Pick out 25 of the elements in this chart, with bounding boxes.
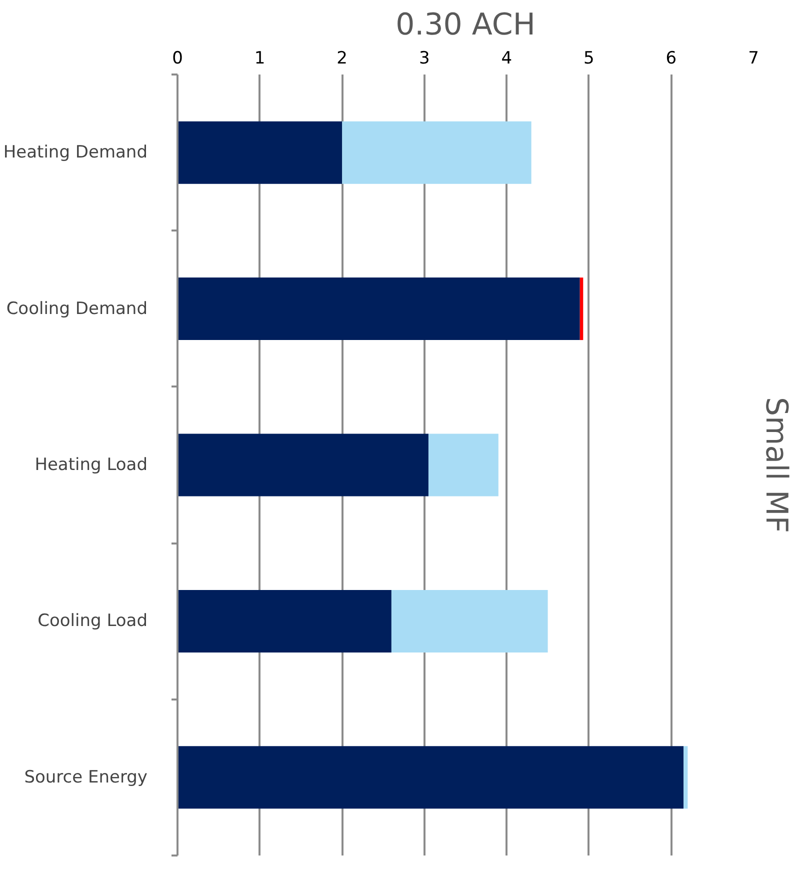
x-tick-label: 0 bbox=[172, 48, 183, 68]
bar bbox=[684, 746, 688, 809]
bar bbox=[428, 434, 498, 496]
y-tick-label: Heating Demand bbox=[3, 142, 148, 163]
bar bbox=[178, 121, 342, 184]
chart-title: 0.30 ACH bbox=[396, 8, 536, 42]
x-tick-label: 2 bbox=[336, 48, 348, 68]
y2-axis-title: Small MF bbox=[758, 397, 794, 533]
y-tick-label: Source Energy bbox=[24, 767, 148, 788]
x-tick-label: 5 bbox=[584, 48, 594, 68]
bar bbox=[178, 434, 428, 496]
x-tick-label: 7 bbox=[748, 48, 759, 68]
y-tick-label: Cooling Load bbox=[38, 611, 148, 632]
bar bbox=[178, 746, 684, 809]
x-tick-label: 6 bbox=[666, 48, 677, 68]
y-tick-label: Heating Load bbox=[34, 455, 148, 475]
bar bbox=[342, 121, 532, 184]
y-tick-label: Cooling Demand bbox=[6, 298, 148, 319]
x-tick-label: 3 bbox=[418, 48, 430, 68]
bar bbox=[178, 590, 392, 652]
x-tick-label: 1 bbox=[254, 48, 266, 68]
x-tick-label: 4 bbox=[501, 48, 512, 68]
bar bbox=[391, 590, 548, 652]
bar bbox=[178, 278, 580, 340]
bar bbox=[580, 278, 584, 340]
